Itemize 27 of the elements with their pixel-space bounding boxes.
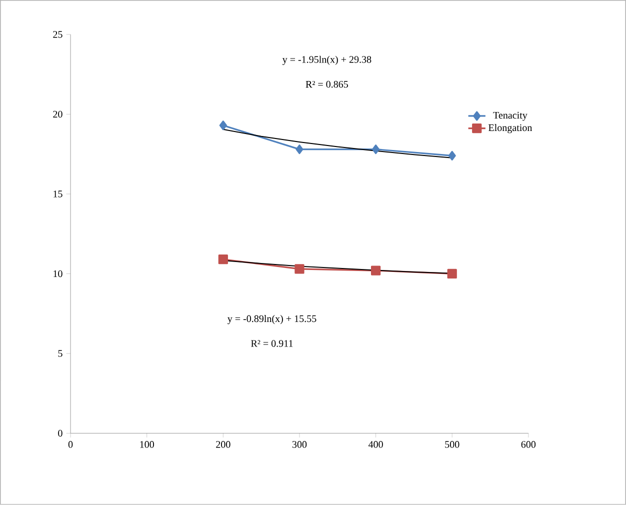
x-tick-label: 600	[521, 441, 536, 448]
x-tick-label: 0	[68, 441, 73, 448]
point	[218, 254, 228, 264]
point	[296, 144, 304, 154]
y-tick-label: 10	[54, 270, 62, 278]
y-tick-label: 5	[58, 350, 62, 357]
x-tick-label: 200	[216, 441, 230, 448]
annotation: R² = 0.865	[306, 81, 348, 88]
x-tick-label: 500	[445, 441, 460, 448]
point	[219, 120, 227, 130]
x-tick-label: 300	[292, 441, 307, 448]
legend-label: Elongation	[488, 124, 532, 134]
y-tick-label: 15	[54, 190, 62, 198]
y-tick-label: 25	[53, 31, 62, 38]
legend-label: Tenacity	[493, 112, 528, 121]
point	[294, 264, 304, 274]
point	[370, 266, 381, 276]
x-tick-label: 100	[140, 441, 154, 448]
annotation: R² = 0.911	[251, 340, 293, 348]
y-tick-label: 0	[58, 430, 62, 437]
point	[447, 269, 457, 279]
annotation: y = -0.89ln(x) + 15.55	[228, 315, 316, 324]
point	[448, 150, 456, 161]
annotation: y = -1.95ln(x) + 29.38	[282, 56, 372, 66]
y-tick-label: 20	[53, 110, 62, 118]
x-tick-label: 400	[368, 441, 383, 448]
point	[372, 144, 380, 154]
